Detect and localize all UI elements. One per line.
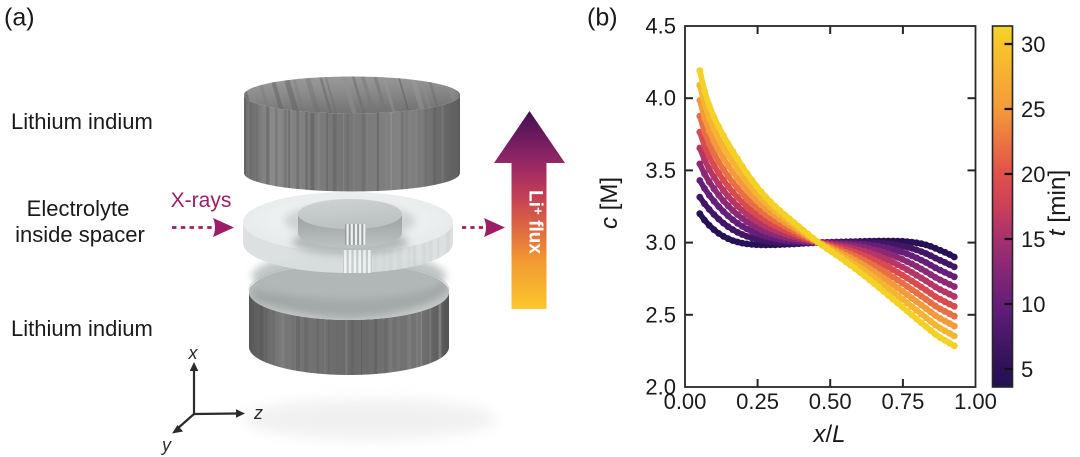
svg-text:(b): (b) [587, 4, 618, 32]
svg-text:30: 30 [1021, 32, 1045, 57]
svg-text:y: y [160, 435, 172, 455]
svg-text:25: 25 [1021, 97, 1045, 122]
svg-text:inside spacer: inside spacer [15, 222, 145, 247]
svg-text:3.0: 3.0 [645, 230, 676, 255]
svg-text:3.5: 3.5 [645, 158, 676, 183]
svg-text:0.50: 0.50 [809, 389, 852, 414]
svg-text:2.5: 2.5 [645, 302, 676, 327]
svg-text:Li+ flux: Li+ flux [525, 190, 546, 254]
svg-text:5: 5 [1021, 357, 1033, 382]
svg-text:c [M]: c [M] [596, 177, 623, 229]
svg-text:Electrolyte: Electrolyte [27, 196, 130, 221]
svg-text:0.00: 0.00 [664, 389, 707, 414]
svg-text:x/L: x/L [812, 421, 845, 448]
svg-text:0.25: 0.25 [736, 389, 779, 414]
svg-text:15: 15 [1021, 227, 1045, 252]
svg-text:10: 10 [1021, 292, 1045, 317]
svg-text:t [min]: t [min] [1044, 170, 1071, 237]
svg-text:2.0: 2.0 [645, 375, 676, 400]
svg-text:X-rays: X-rays [171, 189, 232, 212]
svg-text:4.5: 4.5 [645, 14, 676, 39]
svg-text:(a): (a) [4, 4, 35, 32]
svg-text:x: x [188, 343, 199, 363]
svg-text:1.00: 1.00 [954, 389, 997, 414]
svg-text:Lithium indium: Lithium indium [11, 316, 153, 341]
svg-text:4.0: 4.0 [645, 86, 676, 111]
svg-text:20: 20 [1021, 162, 1045, 187]
svg-text:z: z [253, 403, 263, 423]
svg-text:0.75: 0.75 [881, 389, 924, 414]
svg-text:Lithium indium: Lithium indium [11, 109, 153, 134]
